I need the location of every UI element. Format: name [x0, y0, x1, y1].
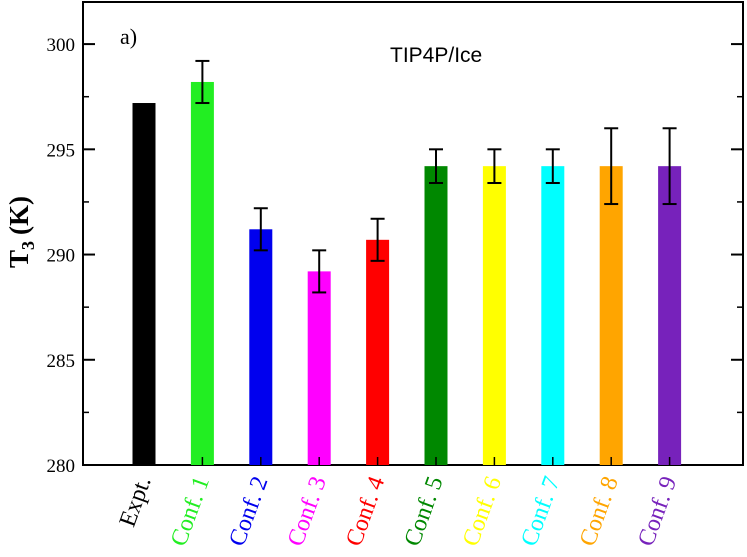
- bar: [482, 166, 506, 465]
- bar: [307, 271, 331, 465]
- bar: [249, 229, 273, 465]
- bars: [132, 81, 682, 466]
- y-axis-title-subscript: 3: [18, 241, 38, 250]
- y-tick-label: 280: [47, 456, 76, 477]
- x-axis-labels: Expt. Conf. 1 Conf. 2 Conf. 3 Conf. 4 Conf. 5…: [115, 457, 682, 550]
- x-tick-label: Conf. 6: [458, 473, 507, 550]
- bar: [658, 166, 682, 465]
- y-axis-title-unit: (K): [4, 196, 34, 235]
- bar: [541, 166, 565, 465]
- y-tick-label: 295: [47, 140, 76, 161]
- y-axis-title: T3 (K): [4, 196, 38, 268]
- y-axis-title-main: T: [4, 250, 34, 268]
- bar: [424, 166, 448, 465]
- bar: [190, 81, 214, 466]
- x-tick-label: Expt.: [115, 473, 157, 530]
- x-tick-label: Conf. 3: [283, 473, 332, 550]
- y-tick-label: 300: [47, 35, 76, 56]
- error-bars: [195, 59, 677, 294]
- x-tick-label: Conf. 9: [633, 473, 682, 550]
- x-tick-label: Conf. 5: [400, 473, 449, 550]
- x-tick-label: Conf. 1: [166, 473, 215, 550]
- bar: [366, 239, 390, 465]
- x-tick-label: Conf. 2: [224, 473, 273, 550]
- chart-title: TIP4P/Ice: [390, 44, 482, 67]
- y-axis: 280 285 290 295 300: [47, 35, 743, 477]
- bar: [132, 103, 156, 465]
- x-tick-label: Conf. 4: [341, 473, 390, 550]
- y-tick-label: 285: [47, 351, 76, 372]
- x-tick-label: Conf. 8: [575, 473, 624, 550]
- x-tick-label: Conf. 7: [516, 473, 565, 550]
- y-tick-label: 290: [47, 246, 76, 267]
- bar: [599, 166, 623, 465]
- panel-label: a): [120, 24, 137, 49]
- plot-frame: [82, 1, 744, 466]
